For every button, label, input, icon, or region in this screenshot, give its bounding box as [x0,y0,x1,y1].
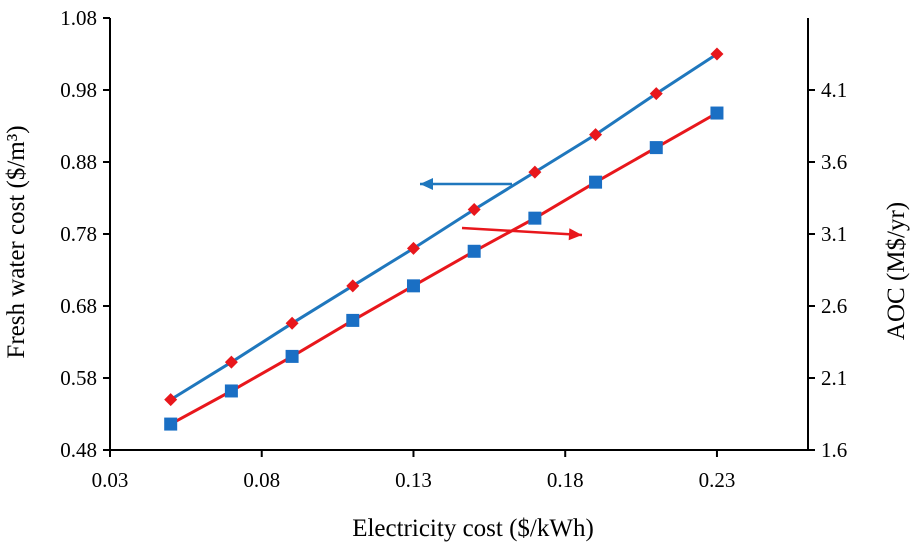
series-arrows [420,178,583,241]
y-right-tick-label: 3.1 [821,222,847,246]
series-1-point [164,393,178,407]
series-2-point [649,141,663,155]
y-right-tick-label: 1.6 [821,438,847,462]
x-tick-label: 0.08 [243,468,280,492]
y-axis-left-title: Fresh water cost ($/m³) [3,125,30,358]
right-axis-arrow [461,226,583,241]
series-1-point [649,87,663,101]
series-2-point [406,279,420,293]
series-1-point [346,279,360,293]
tick-labels: 0.03 0.08 0.13 0.18 0.23 0.48 0.58 0.68 0.78 0.88… [60,6,847,492]
y-right-tick-label: 2.6 [821,294,847,318]
series-2-point [164,417,178,431]
y-left-tick-label: 0.98 [60,78,97,102]
series-1-point [528,165,542,179]
axes [103,17,815,457]
y-left-tick-label: 0.78 [60,222,97,246]
series-2-point [467,244,481,258]
series-2-point [285,349,299,363]
right-axis-arrow-shaft [461,226,583,237]
left-axis-arrow-head [420,178,433,190]
y-axis-right-title: AOC (M$/yr) [883,202,910,340]
y-right-tick-label: 2.1 [821,366,847,390]
series-1-point [285,316,299,330]
x-tick-label: 0.03 [92,468,129,492]
plot-lines [169,52,718,426]
right-axis-arrow-head [568,228,582,241]
y-left-tick-label: 0.48 [60,438,97,462]
series-2-line [169,111,718,426]
series-1-point [467,203,481,217]
y-left-tick-label: 0.88 [60,150,97,174]
series-2-point [710,106,724,120]
y-right-tick-label: 3.6 [821,150,847,174]
left-axis-arrow [420,178,512,190]
x-axis-title: Electricity cost ($/kWh) [352,515,594,542]
y-left-tick-label: 0.58 [60,366,97,390]
series-1-point [710,47,724,61]
y-right-tick-label: 4.1 [821,78,847,102]
y-left-tick-label: 1.08 [60,6,97,30]
y-left-tick-label: 0.68 [60,294,97,318]
series-2-point [346,313,360,327]
series-2-point [528,211,542,225]
series-2-point [224,384,238,398]
series-1-point [406,241,420,255]
x-tick-label: 0.13 [395,468,432,492]
series-1-line [169,52,718,401]
x-tick-label: 0.18 [547,468,584,492]
series-2-point [589,175,603,189]
x-tick-label: 0.23 [699,468,736,492]
plot-markers [164,47,724,431]
series-1-point [589,128,603,142]
series-1-point [224,355,238,369]
